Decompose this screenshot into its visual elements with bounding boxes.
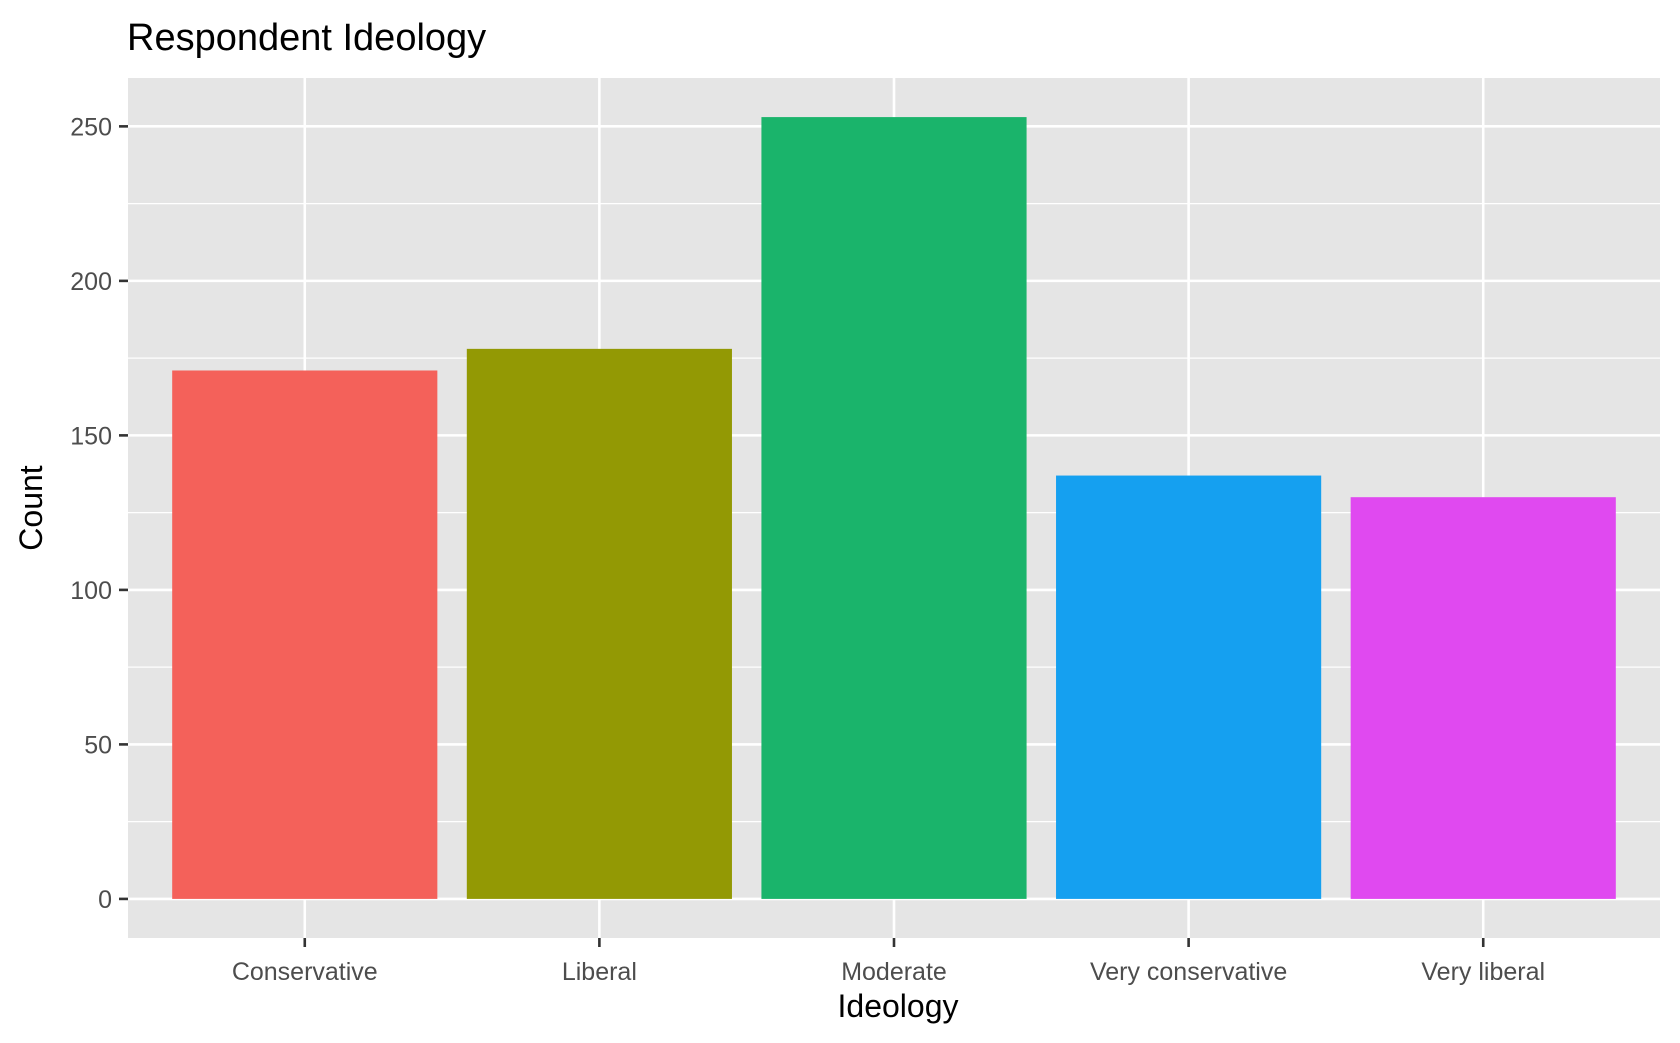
bar-conservative xyxy=(172,370,438,899)
bar-moderate xyxy=(761,117,1027,899)
y-tick-label: 250 xyxy=(70,113,112,141)
x-tick-label: Conservative xyxy=(232,958,378,986)
bar-very-conservative xyxy=(1056,475,1322,899)
y-tick-label: 200 xyxy=(70,268,112,296)
y-tick-label: 150 xyxy=(70,422,112,450)
bars xyxy=(172,117,1616,899)
y-tick-label: 100 xyxy=(70,577,112,605)
y-axis-title: Count xyxy=(13,465,49,551)
x-tick-label: Moderate xyxy=(841,958,947,986)
y-tick-label: 0 xyxy=(98,886,112,914)
y-axis: 0 50 100 150 200 250 xyxy=(70,113,128,914)
y-tick-label: 50 xyxy=(84,731,112,759)
bar-very-liberal xyxy=(1350,497,1616,899)
x-axis: Conservative Liberal Moderate Very conserva… xyxy=(232,938,1545,986)
x-tick-label: Very conservative xyxy=(1090,958,1287,986)
bar-liberal xyxy=(466,348,732,899)
x-tick-label: Very liberal xyxy=(1421,958,1545,986)
chart-title: Respondent Ideology xyxy=(127,17,486,59)
x-tick-label: Liberal xyxy=(562,958,637,986)
x-axis-title: Ideology xyxy=(838,988,959,1024)
